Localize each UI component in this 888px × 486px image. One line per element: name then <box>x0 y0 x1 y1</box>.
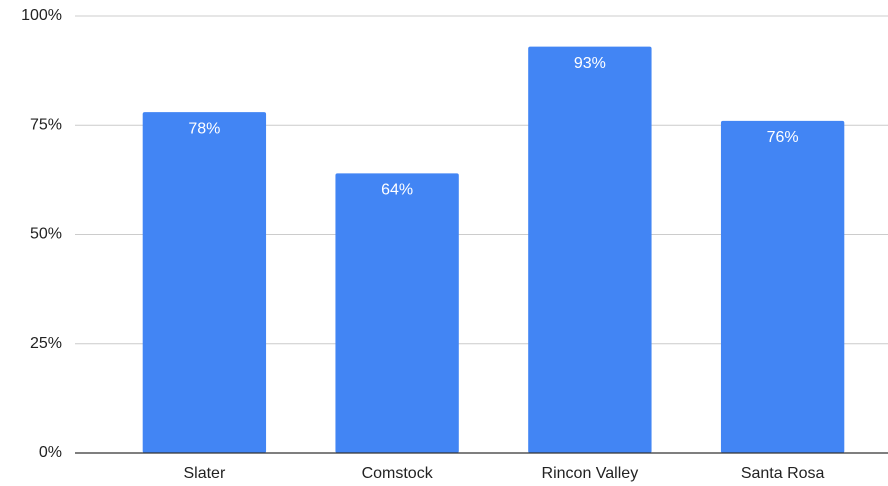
value-label: 76% <box>767 129 799 146</box>
bar <box>720 120 845 453</box>
bar <box>335 173 459 453</box>
x-tick-label: Slater <box>183 465 225 482</box>
y-tick-label: 0% <box>39 444 62 461</box>
value-label: 64% <box>381 182 413 199</box>
bar <box>142 112 267 453</box>
y-tick-label: 50% <box>30 226 62 243</box>
y-tick-label: 25% <box>30 335 62 352</box>
y-tick-label: 100% <box>21 7 62 24</box>
y-tick-label: 75% <box>30 116 62 133</box>
bar <box>528 46 652 454</box>
x-tick-label: Comstock <box>362 465 434 482</box>
value-label: 78% <box>188 120 220 137</box>
x-tick-label: Rincon Valley <box>542 465 639 482</box>
value-label: 93% <box>574 55 606 72</box>
x-tick-label: Santa Rosa <box>741 465 825 482</box>
